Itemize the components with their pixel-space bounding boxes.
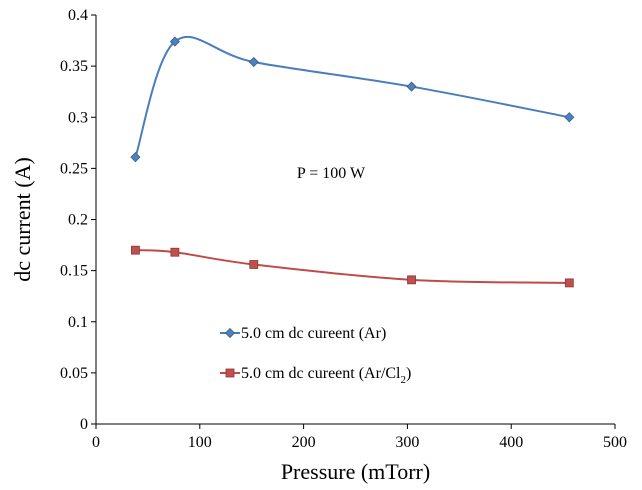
y-axis-title: dc current (A)	[10, 157, 35, 282]
legend-marker-ar	[224, 327, 236, 339]
data-point-diamond	[248, 56, 259, 68]
y-tick-label: 0.35	[60, 58, 88, 75]
y-tick-label: 0	[80, 416, 88, 433]
data-point-diamond	[564, 112, 575, 123]
data-point-square	[131, 245, 140, 255]
x-tick-label: 300	[395, 434, 419, 451]
data-point-diamond	[169, 36, 180, 47]
series-line	[134, 35, 570, 158]
y-tick-label: 0.15	[60, 263, 88, 280]
data-point-square	[249, 260, 259, 269]
legend-label-ar-cl2-tail: )	[406, 365, 411, 382]
y-tick-label: 0.2	[68, 212, 88, 229]
x-axis-ticks: 0 100 200 300 400 500	[92, 424, 627, 451]
x-tick-label: 0	[92, 434, 100, 451]
x-tick-label: 200	[292, 434, 316, 451]
legend-item-ar: 5.0 cm dc cureent (Ar)	[220, 325, 386, 342]
y-tick-label: 0.05	[60, 365, 88, 382]
x-tick-label: 100	[188, 434, 212, 451]
data-point-diamond	[406, 81, 417, 92]
legend-label-ar: 5.0 cm dc cureent (Ar)	[241, 325, 386, 342]
series-line	[135, 249, 570, 284]
data-point-square	[407, 275, 416, 285]
legend-item-ar-cl2: 5.0 cm dc cureent (Ar/Cl2)	[220, 365, 411, 386]
data-point-square	[170, 247, 180, 257]
legend-label-ar-cl2-sub: 2	[401, 374, 407, 386]
power-annotation: P = 100 W	[297, 165, 366, 182]
series-1	[131, 245, 574, 288]
x-axis-title: Pressure (mTorr)	[281, 459, 430, 484]
data-point-diamond	[130, 152, 141, 163]
y-axis-ticks: 0 0.05 0.1 0.15 0.2 0.25 0.3 0.35 0.4	[60, 7, 96, 433]
y-tick-label: 0.4	[68, 7, 88, 24]
series-layer	[130, 35, 575, 288]
y-tick-label: 0.3	[68, 109, 88, 126]
legend-label-ar-cl2: 5.0 cm dc cureent (Ar/Cl2)	[241, 365, 411, 386]
y-tick-label: 0.25	[60, 160, 88, 177]
x-tick-label: 400	[499, 434, 523, 451]
data-point-square	[564, 278, 574, 288]
y-tick-label: 0.1	[68, 314, 88, 331]
legend-label-ar-cl2-main: 5.0 cm dc cureent (Ar/Cl	[241, 365, 401, 382]
x-tick-label: 500	[603, 434, 627, 451]
legend: 5.0 cm dc cureent (Ar) 5.0 cm dc cureent…	[220, 325, 411, 386]
legend-marker-ar-cl2	[225, 368, 235, 378]
plot-area: 0 100 200 300 400 500 00.050.10.150.20.250.30…	[60, 7, 627, 451]
series-0	[130, 35, 575, 163]
